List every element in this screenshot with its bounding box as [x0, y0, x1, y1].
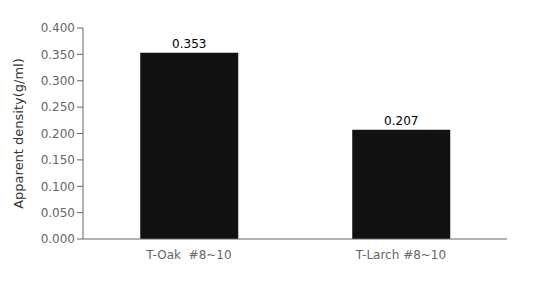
svg-text:0.050: 0.050	[41, 206, 75, 220]
svg-text:0.250: 0.250	[41, 100, 75, 114]
svg-text:0.400: 0.400	[41, 21, 75, 35]
svg-text:0.000: 0.000	[41, 232, 75, 246]
svg-text:0.150: 0.150	[41, 153, 75, 167]
svg-text:T-Oak #8~10: T-Oak #8~10	[145, 248, 231, 262]
svg-text:0.300: 0.300	[41, 74, 75, 88]
svg-text:0.100: 0.100	[41, 180, 75, 194]
svg-text:0.200: 0.200	[41, 127, 75, 141]
svg-text:0.350: 0.350	[41, 48, 75, 62]
svg-text:0.353: 0.353	[172, 37, 206, 51]
svg-text:Apparent density(g/ml): Apparent density(g/ml)	[11, 58, 26, 209]
svg-text:T-Larch #8~10: T-Larch #8~10	[355, 248, 446, 262]
svg-text:0.207: 0.207	[384, 114, 418, 128]
